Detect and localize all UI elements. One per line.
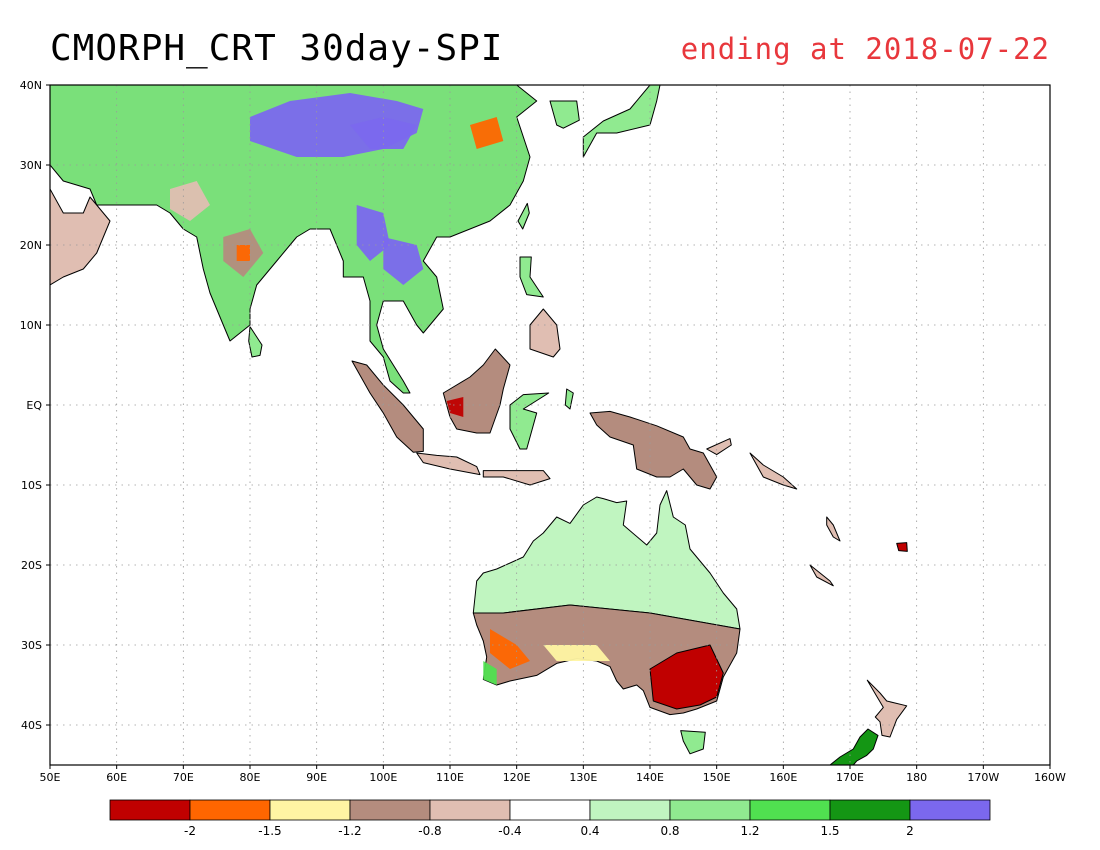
colorbar-label: -0.4	[498, 824, 521, 838]
region-new-britain	[706, 438, 732, 456]
patch-south-central-hot	[543, 645, 610, 661]
lon-tick-label: 120E	[503, 771, 531, 784]
patch-borneo-red	[446, 397, 464, 417]
patch-sw-australia-wet	[483, 661, 497, 685]
colorbar-bin	[109, 799, 191, 821]
colorbar-bin	[669, 799, 751, 821]
colorbar-label: 2	[906, 824, 914, 838]
lon-tick-label: 170E	[836, 771, 864, 784]
region-philippines-south	[529, 308, 561, 358]
region-fiji	[896, 542, 908, 552]
region-arabia	[50, 188, 111, 286]
patch-indochina-wet	[383, 237, 424, 285]
region-asia-mainland	[50, 85, 538, 394]
region-taiwan	[517, 202, 530, 230]
lon-tick-label: 150E	[703, 771, 731, 784]
colorbar-bin	[429, 799, 511, 821]
region-nz-south	[829, 728, 879, 765]
lat-tick-label: 30N	[20, 159, 42, 172]
lon-tick-label: 60E	[106, 771, 127, 784]
lat-tick-label: 40N	[20, 79, 42, 92]
region-java	[416, 452, 481, 476]
lat-tick-label: 10S	[21, 479, 42, 492]
colorbar-bin	[829, 799, 911, 821]
lat-tick-label: EQ	[26, 399, 42, 412]
colorbar-label: -1.2	[338, 824, 361, 838]
colorbar-bin	[589, 799, 671, 821]
lat-tick-label: 30S	[21, 639, 42, 652]
colorbar-bin	[189, 799, 271, 821]
colorbar-bin	[349, 799, 431, 821]
lon-tick-label: 170W	[967, 771, 999, 784]
lat-tick-label: 40S	[21, 719, 42, 732]
lon-tick-label: 160W	[1034, 771, 1066, 784]
lat-tick-label: 20S	[21, 559, 42, 572]
patch-thar-dry	[170, 181, 210, 221]
lat-tick-label: 20N	[20, 239, 42, 252]
region-luzon	[519, 256, 544, 298]
lon-tick-label: 70E	[173, 771, 194, 784]
lon-tick-label: 50E	[40, 771, 61, 784]
colorbar-bin	[509, 799, 591, 821]
patch-myanmar-wet	[356, 205, 390, 261]
region-sulawesi	[509, 392, 550, 450]
colorbar: -2 -1.5 -1.2 -0.8 -0.4 0.4 0.8 1.2 1.5 2	[109, 799, 991, 838]
colorbar-label: 0.4	[580, 824, 599, 838]
colorbar-label: 0.8	[660, 824, 679, 838]
region-lesser-sunda	[482, 470, 551, 486]
lon-tick-label: 140E	[636, 771, 664, 784]
region-nz-north	[866, 679, 908, 738]
region-japan	[582, 85, 661, 158]
map-grid	[50, 85, 1050, 765]
lon-tick-label: 160E	[769, 771, 797, 784]
patch-sichuan-wet	[350, 117, 417, 149]
region-sumatra	[351, 360, 424, 453]
colorbar-bin	[269, 799, 351, 821]
colorbar-label: 1.5	[820, 824, 839, 838]
region-solomons	[749, 452, 798, 490]
colorbar-bin	[909, 799, 991, 821]
lat-tick-label: 10N	[20, 319, 42, 332]
patch-east-china-hot	[470, 117, 504, 149]
lon-tick-label: 80E	[240, 771, 261, 784]
region-tasmania	[680, 730, 706, 755]
lon-tick-label: 110E	[436, 771, 464, 784]
region-new-caledonia	[809, 564, 834, 587]
patch-sw-australia-hot	[490, 629, 530, 669]
region-halmahera	[564, 388, 574, 410]
colorbar-bin	[749, 799, 831, 821]
spi-patches	[170, 93, 610, 685]
longitude-tick-labels: 50E 60E 70E 80E 90E 100E 110E 120E 130E 140E 150E 1…	[40, 765, 1066, 784]
lon-tick-label: 130E	[569, 771, 597, 784]
region-vanuatu	[826, 516, 841, 542]
map-frame	[49, 84, 1051, 766]
patch-india-hot	[236, 245, 250, 261]
map-title: CMORPH_CRT 30day-SPI	[50, 28, 504, 69]
latitude-tick-labels: 40N 30N 20N 10N EQ 10S 20S 30S 40S	[20, 79, 50, 732]
colorbar-label: -2	[184, 824, 196, 838]
colorbar-label: -1.5	[258, 824, 281, 838]
region-new-guinea	[589, 410, 718, 490]
colorbar-label: 1.2	[740, 824, 759, 838]
region-korea	[549, 100, 580, 129]
colorbar-label: -0.8	[418, 824, 441, 838]
region-sri-lanka	[248, 326, 263, 358]
lon-tick-label: 180	[906, 771, 927, 784]
lon-tick-label: 100E	[369, 771, 397, 784]
map-subtitle: ending at 2018-07-22	[680, 32, 1050, 66]
lon-tick-label: 90E	[306, 771, 327, 784]
